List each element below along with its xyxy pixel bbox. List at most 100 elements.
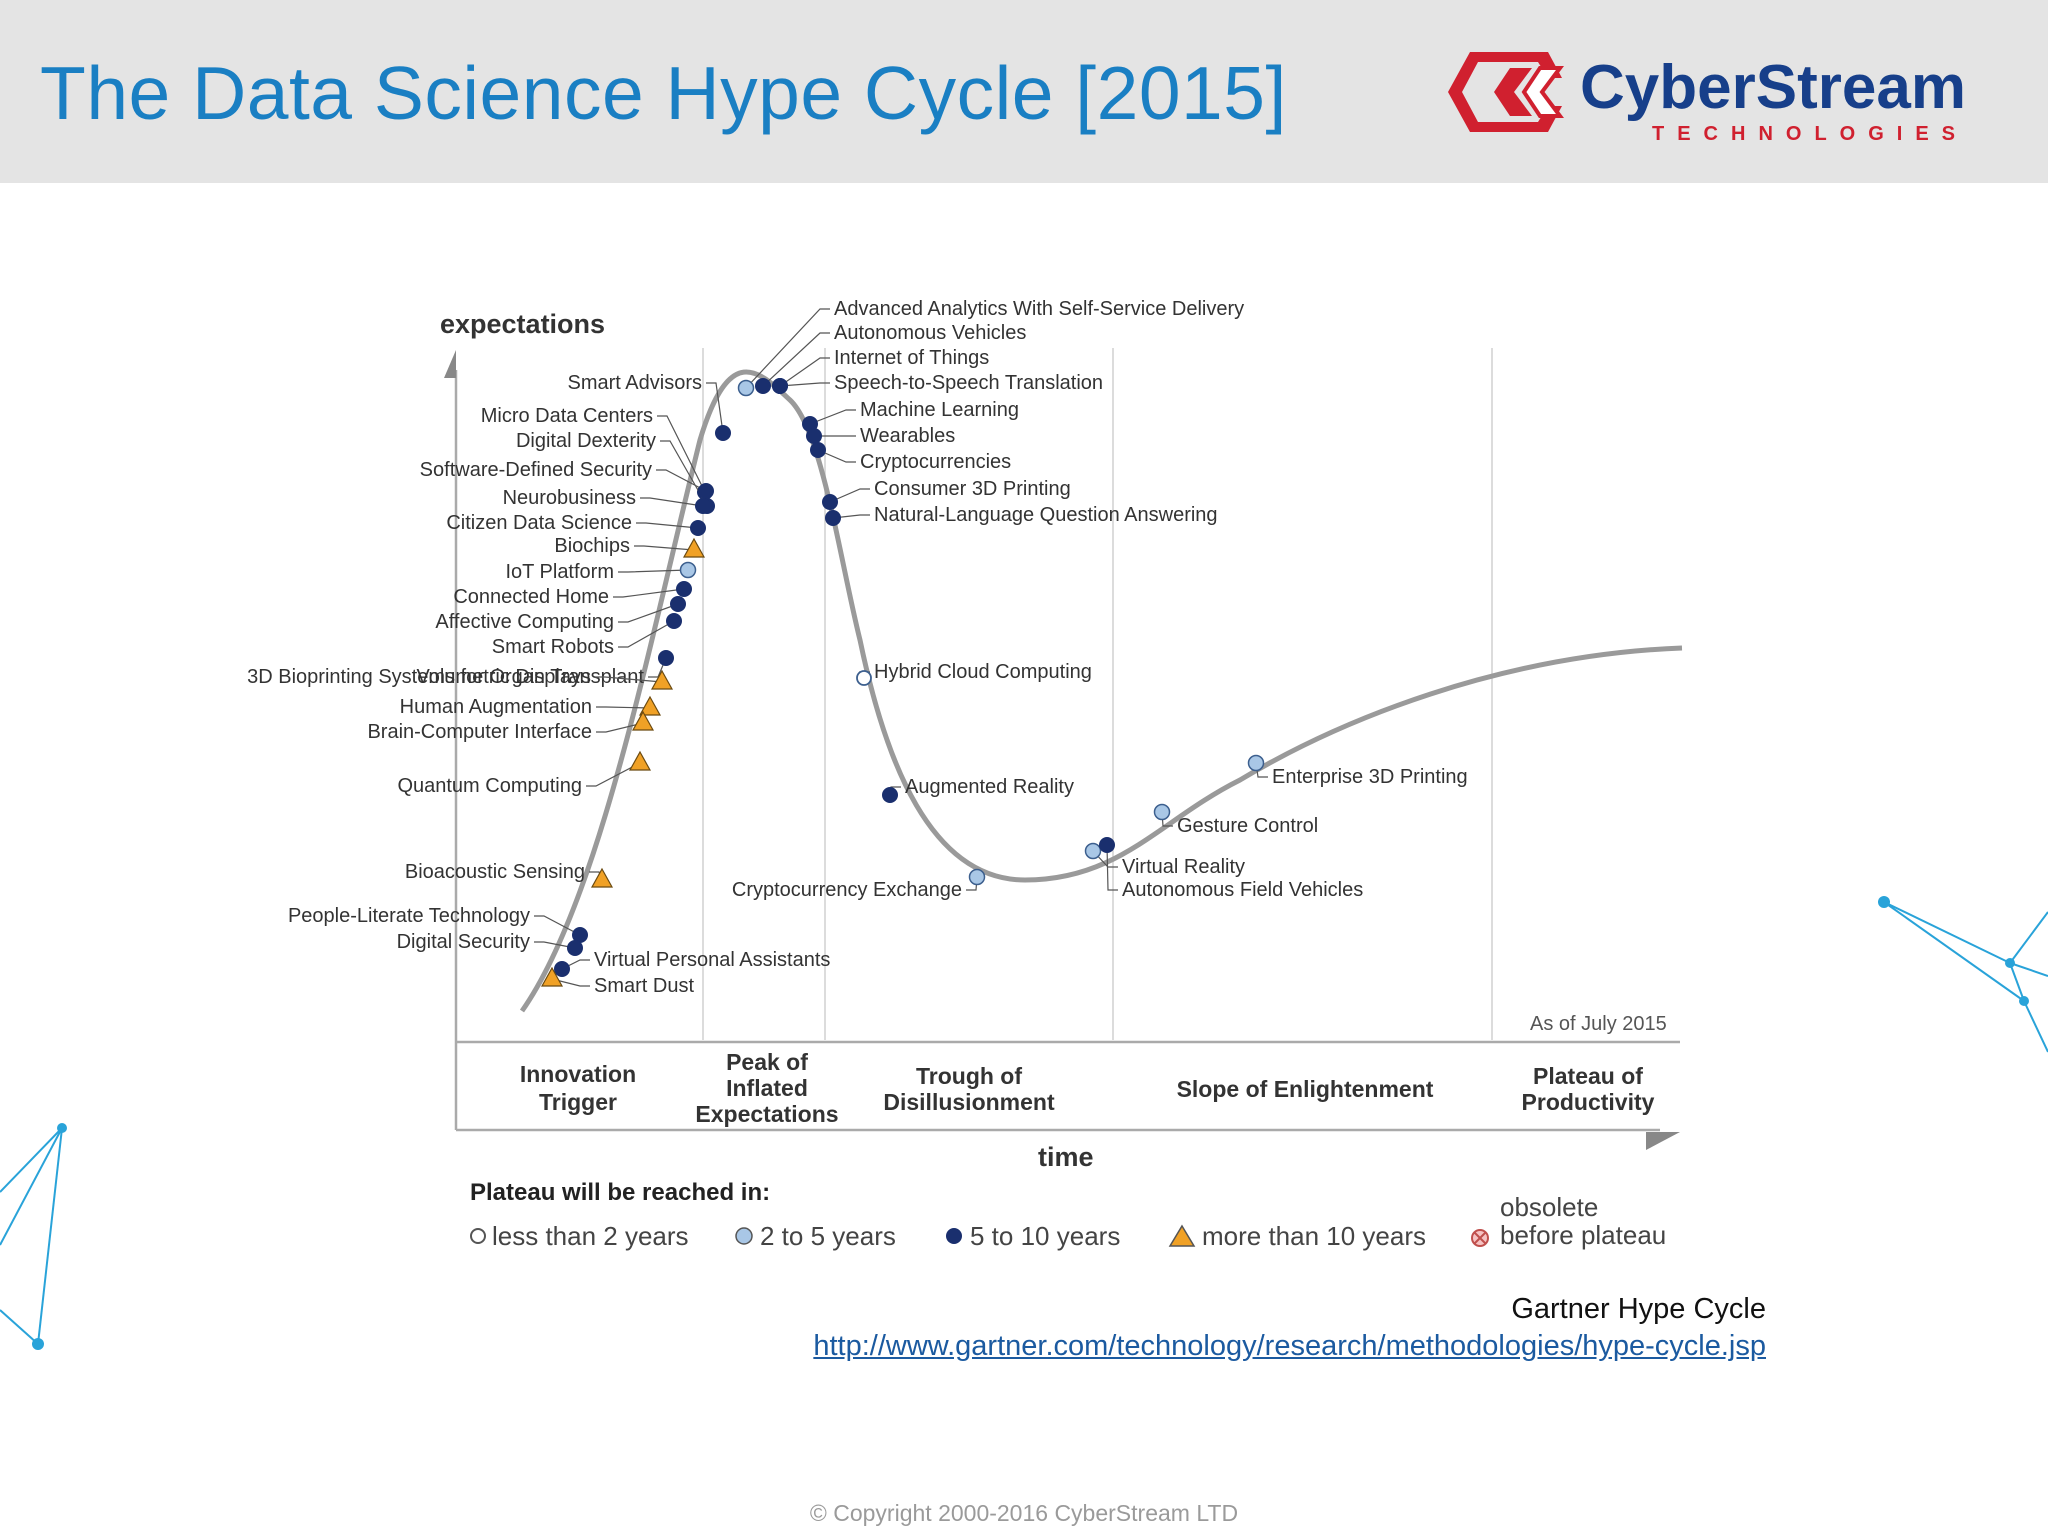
leader-line — [613, 588, 685, 598]
leader-line — [595, 676, 663, 683]
tech-advanced-analytics-with-self-service-delivery: Advanced Analytics With Self-Service Del… — [737, 298, 1244, 397]
leader-line — [596, 722, 644, 733]
source-link[interactable]: http://www.gartner.com/technology/resear… — [813, 1330, 1766, 1362]
tech-smart-advisors: Smart Advisors — [568, 372, 731, 441]
marker-dark-circle — [676, 581, 692, 597]
marker-triangle — [590, 867, 614, 888]
leader-line — [779, 382, 830, 387]
cyberstream-logo: CyberStream TECHNOLOGIES — [1448, 52, 1968, 145]
hype-curve — [519, 369, 1683, 1013]
marker-triangle — [638, 695, 662, 716]
tech-label: Speech-to-Speech Translation — [834, 372, 1103, 394]
marker-dark-circle — [695, 498, 711, 514]
tech-3d-bioprinting-systems-for-organ-transplant: 3D Bioprinting Systems for Organ Transpl… — [247, 650, 674, 688]
tech-human-augmentation: Human Augmentation — [400, 695, 662, 718]
phase-innovation-trigger-line2: Trigger — [539, 1089, 617, 1115]
tech-label: Wearables — [860, 425, 955, 447]
legend-less-than-2: less than 2 years — [492, 1221, 689, 1251]
tech-volumetric-displays: Volumetric Displays — [416, 666, 674, 690]
phase-plateau-line1: Plateau of — [1533, 1063, 1643, 1089]
tech-cryptocurrency-exchange: Cryptocurrency Exchange — [732, 868, 986, 901]
leader-line — [586, 762, 641, 787]
as-of-note: As of July 2015 — [1530, 1013, 1667, 1035]
tech-label: Affective Computing — [435, 611, 614, 633]
tech-label: Smart Robots — [492, 636, 614, 658]
slide-title: The Data Science Hype Cycle [2015] — [40, 51, 1287, 135]
marker-dark-circle — [825, 510, 841, 526]
logo-tagline: TECHNOLOGIES — [1652, 123, 1968, 145]
tech-label: IoT Platform — [505, 561, 614, 583]
tech-label: Cryptocurrencies — [860, 451, 1011, 473]
tech-label: Smart Advisors — [568, 372, 702, 394]
tech-neurobusiness: Neurobusiness — [503, 487, 711, 514]
tech-label: Natural-Language Question Answering — [874, 504, 1218, 526]
tech-label: Human Augmentation — [400, 696, 592, 718]
marker-open-circle — [856, 670, 872, 686]
marker-dark-circle — [670, 596, 686, 612]
tech-label: Software-Defined Security — [420, 459, 652, 481]
marker-dark-circle — [1099, 837, 1115, 853]
legend-crossed-circle-icon — [1471, 1229, 1489, 1247]
slide-header — [0, 0, 2048, 183]
marker-dark-circle — [658, 650, 674, 666]
marker-dark-circle — [822, 494, 838, 510]
tech-label: People-Literate Technology — [288, 905, 530, 927]
phase-dividers — [702, 348, 1493, 1040]
tech-label: Virtual Personal Assistants — [594, 949, 830, 971]
tech-augmented-reality: Augmented Reality — [882, 776, 1074, 803]
tech-label: Digital Dexterity — [516, 430, 656, 452]
copyright-notice: © Copyright 2000-2016 CyberStream LTD — [809, 1500, 1239, 1526]
tech-label: Micro Data Centers — [481, 405, 653, 427]
marker-dark-circle — [806, 428, 822, 444]
phase-plateau-line2: Productivity — [1522, 1089, 1655, 1115]
tech-smart-dust: Smart Dust — [540, 966, 694, 997]
marker-dark-circle — [690, 520, 706, 536]
tech-smart-robots: Smart Robots — [492, 613, 682, 658]
marker-triangle — [682, 537, 706, 558]
legend-light-circle-icon — [735, 1227, 753, 1245]
leader-line — [1106, 844, 1118, 891]
legend-dark-circle-icon — [946, 1228, 962, 1244]
phase-peak-line2: Inflated — [726, 1075, 808, 1101]
phase-trough-line1: Trough of — [916, 1063, 1022, 1089]
marker-light-circle — [968, 868, 986, 886]
tech-digital-security: Digital Security — [397, 931, 583, 956]
leader-line — [618, 603, 679, 623]
tech-quantum-computing: Quantum Computing — [397, 750, 652, 797]
legend-2-to-5: 2 to 5 years — [760, 1221, 896, 1251]
marker-dark-circle — [698, 483, 714, 499]
leader-line — [762, 332, 830, 387]
marker-light-circle — [679, 561, 697, 579]
leader-line — [657, 415, 706, 493]
leader-line — [636, 522, 699, 529]
tech-label: Brain-Computer Interface — [367, 721, 592, 743]
tech-micro-data-centers: Micro Data Centers — [481, 405, 713, 500]
legend: less than 2 years 2 to 5 years 5 to 10 y… — [470, 1192, 1666, 1251]
axes — [444, 350, 1680, 1150]
tech-label: Machine Learning — [860, 399, 1019, 421]
phase-trough-line2: Disillusionment — [883, 1089, 1055, 1115]
tech-consumer-3d-printing: Consumer 3D Printing — [822, 478, 1071, 510]
marker-dark-circle — [810, 442, 826, 458]
leader-line — [534, 915, 581, 936]
tech-enterprise-3d-printing: Enterprise 3D Printing — [1247, 754, 1468, 788]
marker-light-circle — [737, 379, 755, 397]
legend-triangle-icon — [1168, 1224, 1196, 1247]
marker-triangle — [540, 966, 564, 987]
tech-affective-computing: Affective Computing — [435, 596, 686, 633]
y-axis-label: expectations — [440, 309, 605, 339]
marker-dark-circle — [567, 940, 583, 956]
tech-virtual-personal-assistants: Virtual Personal Assistants — [554, 949, 830, 977]
logo-mark — [1448, 52, 1564, 132]
tech-brain-computer-interface: Brain-Computer Interface — [367, 710, 655, 743]
tech-label: Augmented Reality — [905, 776, 1074, 798]
tech-gesture-control: Gesture Control — [1153, 803, 1318, 837]
leader-line — [817, 449, 856, 463]
tech-label: Connected Home — [453, 586, 609, 608]
legend-more-than-10: more than 10 years — [1202, 1221, 1426, 1251]
leader-line — [534, 941, 576, 949]
leader-line — [832, 514, 870, 519]
marker-dark-circle — [666, 613, 682, 629]
